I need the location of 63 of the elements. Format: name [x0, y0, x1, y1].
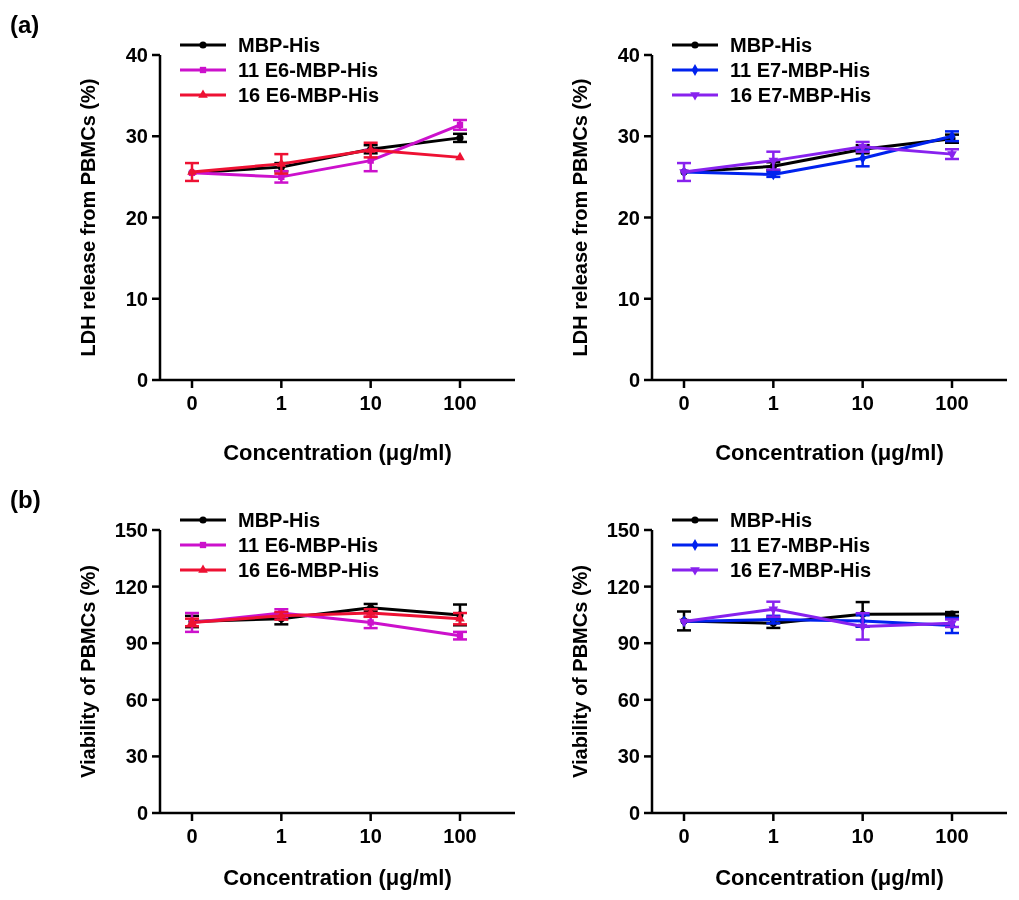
legend-label: 16 E6-MBP-His [238, 559, 380, 581]
y-tick-label: 120 [114, 575, 148, 598]
x-axis-title: Concentration (μg/ml) [223, 865, 452, 890]
y-tick-label: 30 [125, 745, 148, 768]
y-tick-label: 0 [628, 369, 640, 391]
legend-label: 11 E6-MBP-His [238, 59, 379, 81]
legend-label: MBP-His [730, 34, 813, 56]
y-tick-label: 30 [617, 745, 640, 768]
y-tick-label: 150 [114, 519, 148, 541]
text: (a) [10, 11, 40, 38]
x-tick-label: 10 [359, 392, 382, 414]
y-axis-title: LDH release from PBMCs (%) [77, 78, 99, 357]
y-tick-label: 30 [125, 125, 148, 148]
legend-label: 11 E7-MBP-His [730, 534, 871, 556]
x-tick-label: 0 [186, 825, 198, 847]
y-tick-label: 20 [125, 206, 148, 229]
y-tick-label: 150 [606, 519, 640, 541]
legend-label: 11 E6-MBP-His [238, 534, 379, 556]
y-tick-label: 10 [125, 287, 148, 310]
legend-label: 16 E7-MBP-His [730, 559, 872, 581]
y-tick-label: 10 [617, 287, 640, 310]
x-tick-label: 1 [275, 392, 287, 414]
x-tick-label: 100 [935, 392, 969, 414]
y-tick-label: 20 [617, 206, 640, 229]
legend-label: 11 E7-MBP-His [730, 59, 871, 81]
y-tick-label: 0 [136, 802, 148, 824]
y-axis-title: Viability of PBMCs (%) [77, 565, 99, 778]
y-axis-title: LDH release from PBMCs (%) [569, 78, 591, 357]
y-tick-label: 40 [125, 44, 148, 66]
x-tick-label: 0 [186, 392, 198, 414]
x-tick-label: 1 [767, 392, 779, 414]
x-tick-label: 10 [851, 392, 874, 414]
point [857, 623, 868, 632]
y-tick-label: 60 [617, 688, 640, 711]
y-tick-label: 40 [617, 44, 640, 66]
x-axis-title: Concentration (μg/ml) [223, 440, 452, 465]
x-tick-label: 0 [678, 392, 690, 414]
point [768, 606, 779, 615]
legend-label: MBP-His [730, 509, 813, 531]
point [455, 151, 465, 161]
y-axis-title: Viability of PBMCs (%) [569, 565, 591, 778]
x-tick-label: 100 [443, 825, 477, 847]
x-tick-label: 1 [767, 825, 779, 847]
x-axis-title: Concentration (μg/ml) [715, 865, 944, 890]
y-tick-label: 120 [606, 575, 640, 598]
y-tick-label: 60 [125, 688, 148, 711]
x-tick-label: 100 [443, 392, 477, 414]
text: (b) [10, 486, 41, 513]
legend-label: 16 E7-MBP-His [730, 84, 872, 106]
x-tick-label: 100 [935, 825, 969, 847]
legend-label: MBP-His [238, 34, 321, 56]
y-tick-label: 30 [617, 125, 640, 148]
x-tick-label: 1 [275, 825, 287, 847]
x-tick-label: 10 [359, 825, 382, 847]
x-tick-label: 10 [851, 825, 874, 847]
y-tick-label: 0 [136, 369, 148, 391]
legend-label: 16 E6-MBP-His [238, 84, 380, 106]
y-tick-label: 90 [125, 632, 148, 655]
y-tick-label: 0 [628, 802, 640, 824]
y-tick-label: 90 [617, 632, 640, 655]
x-axis-title: Concentration (μg/ml) [715, 440, 944, 465]
x-tick-label: 0 [678, 825, 690, 847]
legend-label: MBP-His [238, 509, 321, 531]
